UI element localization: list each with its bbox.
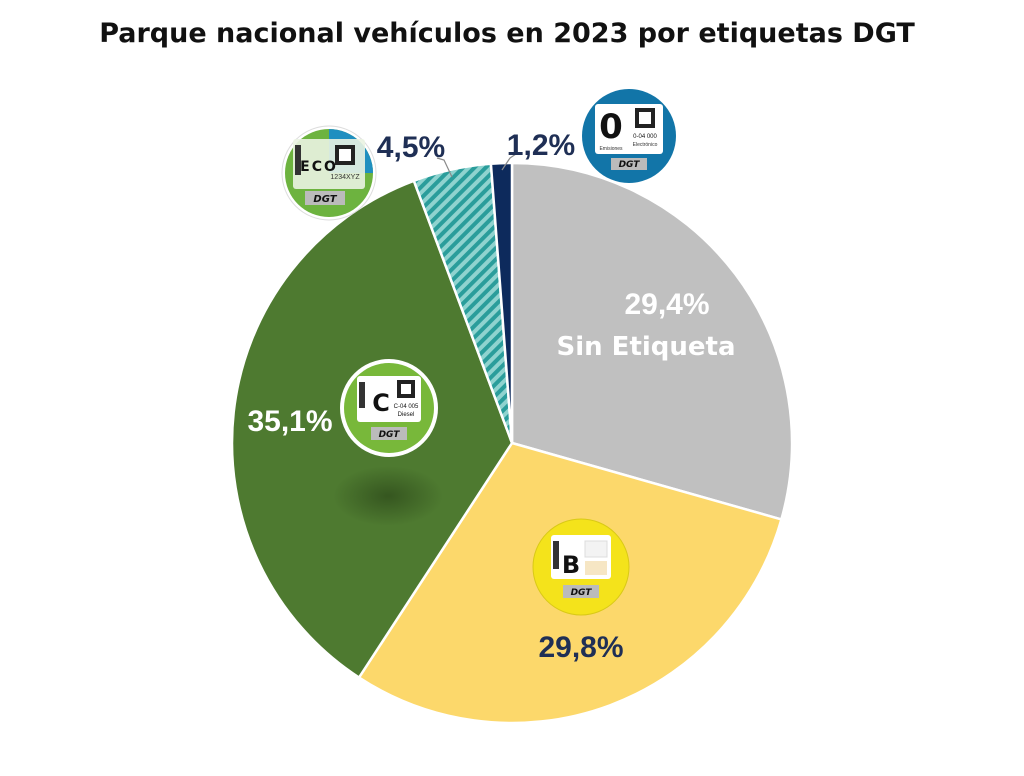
eco-badge-text: ECO <box>300 159 338 175</box>
c-badge-text: C <box>372 389 390 417</box>
zero-badge-line2: 0-04 000 <box>633 134 657 140</box>
b-badge: B DGT <box>532 518 630 616</box>
leader-line-zero <box>501 153 517 171</box>
zero-badge-brand: DGT <box>619 160 641 170</box>
pie-slice-sin <box>510 161 794 521</box>
b-badge-brand: DGT <box>571 588 593 598</box>
eco-badge-brand: DGT <box>313 194 337 205</box>
pie-slice-zero <box>489 161 514 444</box>
pie-slices <box>230 161 794 725</box>
eco-badge-code: 1234XYZ <box>330 174 360 181</box>
slice-category-sin: Sin Etiqueta <box>556 332 735 362</box>
c-badge-brand: DGT <box>379 430 401 440</box>
zero-badge-text: 0 <box>599 107 623 147</box>
slice-label-zero: 1,2% <box>507 129 575 162</box>
c-badge: C C-04 005 Diesel DGT <box>340 359 438 457</box>
slice-label-b: 29,8% <box>538 631 623 664</box>
leader-line-eco <box>436 157 453 178</box>
zero-badge: 0 Emisiones 0-04 000 Electrónico DGT <box>582 89 676 183</box>
b-badge-text: B <box>562 551 580 579</box>
slice-shadow <box>333 466 443 526</box>
eco-badge: ECO 1234XYZ DGT <box>281 125 377 221</box>
zero-badge-line3: Electrónico <box>633 142 658 148</box>
zero-badge-line1: Emisiones <box>599 146 623 152</box>
c-badge-line1: C-04 005 <box>394 404 419 410</box>
slice-label-sin: 29,4% <box>624 288 709 321</box>
chart-title: Parque nacional vehículos en 2023 por et… <box>99 18 915 49</box>
slice-label-c: 35,1% <box>247 405 332 438</box>
slice-label-eco: 4,5% <box>377 131 445 164</box>
c-badge-line2: Diesel <box>398 412 415 418</box>
